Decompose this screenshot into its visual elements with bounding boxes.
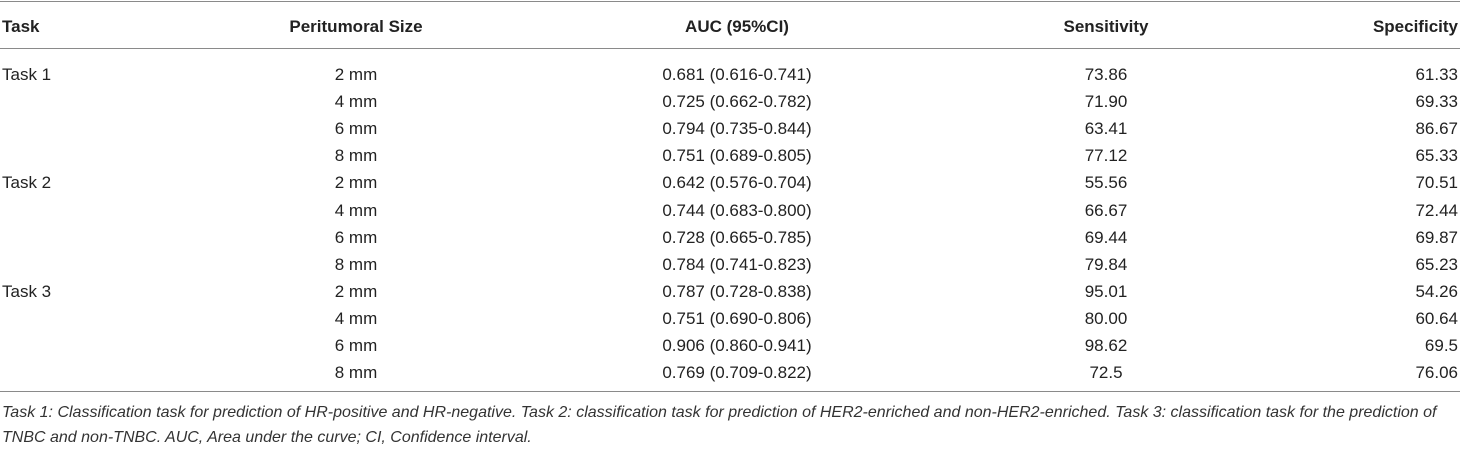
table-cell: 2 mm	[334, 173, 378, 193]
table-cell: 65.23	[1415, 254, 1458, 274]
top-rule	[0, 1, 1460, 2]
column-header: Sensitivity	[1063, 17, 1149, 36]
table-cell: 4 mm	[334, 92, 378, 112]
table-cell: 60.64	[1415, 308, 1458, 328]
table-cell: 8 mm	[334, 363, 378, 383]
table-cell: 0.769 (0.709-0.822)	[662, 363, 812, 383]
table-cell: 0.744 (0.683-0.800)	[662, 200, 812, 220]
footnote: Task 1: Classification task for predicti…	[2, 404, 1437, 446]
table-cell: 0.728 (0.665-0.785)	[662, 227, 812, 247]
table-cell: 0.906 (0.860-0.941)	[662, 336, 812, 355]
table-cell: 0.751 (0.690-0.806)	[662, 308, 812, 328]
table-cell: 72.5	[1089, 363, 1123, 383]
table-cell: 8 mm	[334, 254, 378, 274]
header-rule	[0, 48, 1460, 49]
table-cell: 2 mm	[334, 281, 378, 301]
table-cell: 69.44	[1084, 227, 1128, 247]
table-cell: 98.62	[1084, 336, 1128, 355]
table-cell: 4 mm	[334, 200, 378, 220]
table-cell: 0.725 (0.662-0.782)	[662, 92, 812, 112]
table-cell: 0.681 (0.616-0.741)	[662, 65, 812, 84]
table-cell: 6 mm	[334, 227, 378, 247]
task-label: Task 2	[2, 173, 52, 193]
table-cell: 95.01	[1084, 281, 1128, 301]
table-cell: 61.33	[1415, 65, 1458, 84]
table-cell: 80.00	[1084, 308, 1128, 328]
bottom-rule	[0, 391, 1460, 392]
table-cell: 69.33	[1415, 92, 1458, 112]
table-cell: 0.751 (0.689-0.805)	[662, 146, 812, 166]
table-cell: 73.86	[1084, 65, 1128, 84]
table-cell: 79.84	[1084, 254, 1128, 274]
table-cell: 71.90	[1084, 92, 1128, 112]
table-cell: 2 mm	[334, 65, 378, 84]
task-label: Task 3	[2, 281, 52, 301]
table-cell: 86.67	[1415, 119, 1458, 139]
table-cell: 77.12	[1084, 146, 1128, 166]
table-cell: 69.5	[1424, 336, 1458, 355]
table-cell: 54.26	[1415, 281, 1458, 301]
table-cell: 66.67	[1084, 200, 1128, 220]
column-header: Task	[2, 17, 40, 36]
table-cell: 72.44	[1415, 200, 1458, 220]
table-cell: 6 mm	[334, 119, 378, 139]
column-header: AUC (95%CI)	[685, 17, 789, 36]
table-cell: 8 mm	[334, 146, 378, 166]
table-cell: 6 mm	[334, 336, 378, 355]
table-cell: 65.33	[1415, 146, 1458, 166]
table-cell: 70.51	[1415, 173, 1458, 193]
table-cell: 4 mm	[334, 308, 378, 328]
column-header: Peritumoral Size	[289, 17, 423, 36]
table-cell: 63.41	[1084, 119, 1128, 139]
table-cell: 0.642 (0.576-0.704)	[662, 173, 812, 193]
table-cell: 0.784 (0.741-0.823)	[662, 254, 812, 274]
task-label: Task 1	[2, 65, 52, 84]
column-header: Specificity	[1372, 17, 1458, 36]
table-cell: 69.87	[1415, 227, 1458, 247]
table-cell: 76.06	[1415, 363, 1458, 383]
table-cell: 55.56	[1084, 173, 1128, 193]
table-cell: 0.794 (0.735-0.844)	[662, 119, 812, 139]
table-cell: 0.787 (0.728-0.838)	[662, 281, 812, 301]
